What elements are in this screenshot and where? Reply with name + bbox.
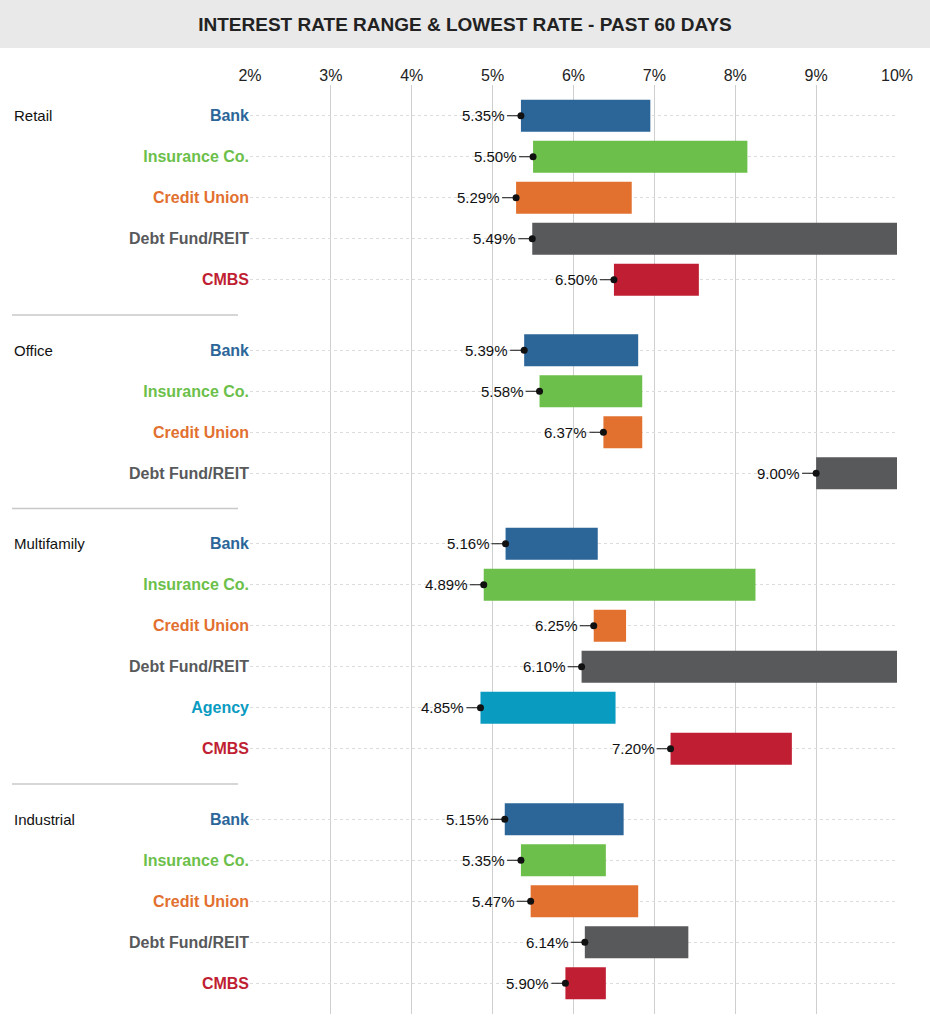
svg-text:10%: 10%	[881, 67, 913, 84]
svg-text:Bank: Bank	[210, 535, 249, 552]
svg-text:5.35%: 5.35%	[462, 107, 505, 124]
svg-text:Debt Fund/REIT: Debt Fund/REIT	[129, 934, 249, 951]
svg-text:Credit Union: Credit Union	[153, 617, 249, 634]
svg-text:Bank: Bank	[210, 342, 249, 359]
svg-text:9%: 9%	[805, 67, 828, 84]
svg-text:5.47%: 5.47%	[472, 893, 515, 910]
svg-text:Credit Union: Credit Union	[153, 189, 249, 206]
svg-text:Insurance Co.: Insurance Co.	[143, 383, 249, 400]
svg-text:4.89%: 4.89%	[425, 576, 468, 593]
svg-text:6%: 6%	[562, 67, 585, 84]
svg-text:Agency: Agency	[191, 699, 249, 716]
svg-text:Multifamily: Multifamily	[14, 535, 85, 552]
svg-text:Debt Fund/REIT: Debt Fund/REIT	[129, 465, 249, 482]
svg-text:5.39%: 5.39%	[465, 342, 508, 359]
svg-text:5.49%: 5.49%	[473, 230, 516, 247]
svg-text:Credit Union: Credit Union	[153, 424, 249, 441]
svg-text:Insurance Co.: Insurance Co.	[143, 852, 249, 869]
svg-text:Insurance Co.: Insurance Co.	[143, 148, 249, 165]
svg-text:5.50%: 5.50%	[474, 148, 517, 165]
svg-text:5.29%: 5.29%	[457, 189, 500, 206]
svg-text:Debt Fund/REIT: Debt Fund/REIT	[129, 230, 249, 247]
svg-text:5.35%: 5.35%	[462, 852, 505, 869]
svg-text:Debt Fund/REIT: Debt Fund/REIT	[129, 658, 249, 675]
svg-text:6.37%: 6.37%	[544, 424, 587, 441]
svg-text:8%: 8%	[724, 67, 747, 84]
svg-text:Insurance Co.: Insurance Co.	[143, 576, 249, 593]
svg-text:Credit Union: Credit Union	[153, 893, 249, 910]
svg-text:Office: Office	[14, 342, 53, 359]
svg-text:9.00%: 9.00%	[757, 465, 800, 482]
svg-text:CMBS: CMBS	[202, 271, 249, 288]
svg-text:Industrial: Industrial	[14, 811, 75, 828]
svg-text:6.14%: 6.14%	[526, 934, 569, 951]
svg-text:7.20%: 7.20%	[612, 740, 655, 757]
svg-text:5.58%: 5.58%	[481, 383, 524, 400]
svg-text:4%: 4%	[400, 67, 423, 84]
svg-text:4.85%: 4.85%	[421, 699, 464, 716]
svg-text:5%: 5%	[481, 67, 504, 84]
svg-text:5.15%: 5.15%	[446, 811, 489, 828]
svg-text:5.90%: 5.90%	[506, 975, 549, 992]
svg-text:6.50%: 6.50%	[555, 271, 598, 288]
svg-text:Bank: Bank	[210, 107, 249, 124]
svg-text:2%: 2%	[238, 67, 261, 84]
svg-text:3%: 3%	[319, 67, 342, 84]
svg-text:CMBS: CMBS	[202, 740, 249, 757]
svg-text:INTEREST RATE RANGE & LOWEST R: INTEREST RATE RANGE & LOWEST RATE - PAST…	[198, 14, 731, 35]
svg-text:6.10%: 6.10%	[523, 658, 566, 675]
svg-text:Bank: Bank	[210, 811, 249, 828]
svg-text:Retail: Retail	[14, 107, 52, 124]
svg-text:7%: 7%	[643, 67, 666, 84]
svg-text:CMBS: CMBS	[202, 975, 249, 992]
svg-text:6.25%: 6.25%	[535, 617, 578, 634]
svg-text:5.16%: 5.16%	[447, 535, 490, 552]
